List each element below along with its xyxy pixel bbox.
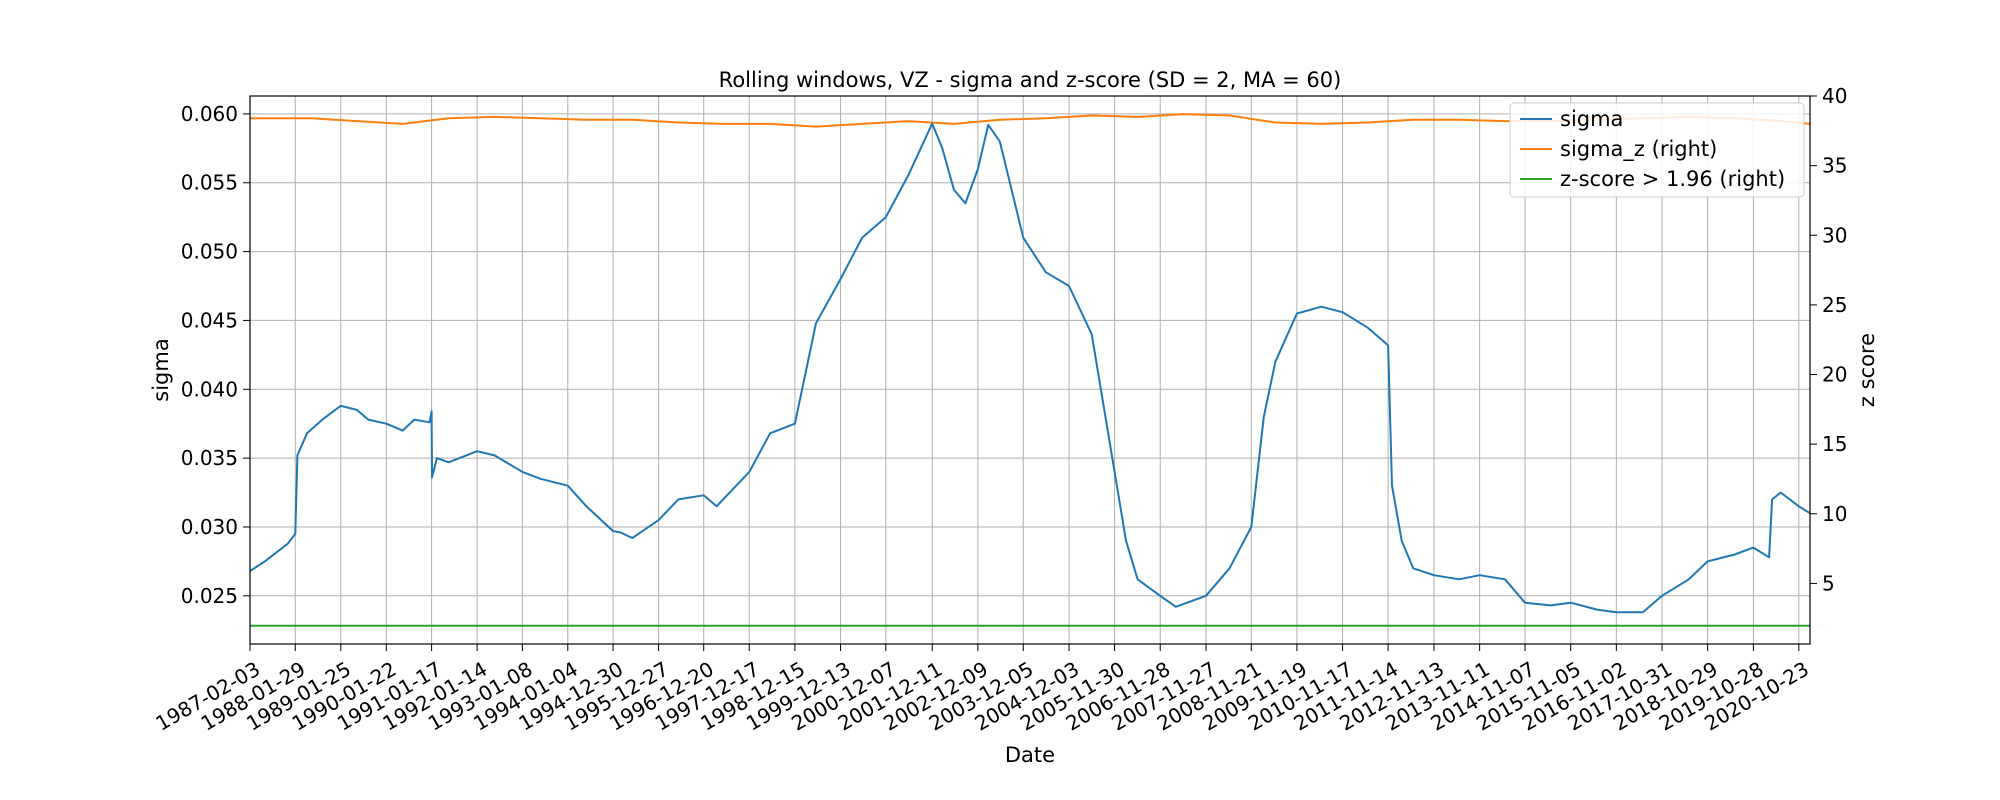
y-tick-label-right: 5 <box>1822 571 1835 595</box>
legend-label-sigma-z: sigma_z (right) <box>1560 137 1717 162</box>
y-tick-label-right: 35 <box>1822 154 1847 178</box>
y-tick-label-left: 0.025 <box>181 584 238 608</box>
legend: sigma sigma_z (right) z-score > 1.96 (ri… <box>1509 102 1805 198</box>
legend-label-z-threshold: z-score > 1.96 (right) <box>1560 167 1785 191</box>
y-axis-title-left: sigma <box>149 338 173 401</box>
y-tick-label-left: 0.040 <box>181 377 238 401</box>
x-axis: 1987-02-031988-01-291989-01-251990-01-22… <box>151 644 1813 736</box>
y-axis-title-right: z score <box>1855 333 1879 407</box>
y-tick-label-left: 0.035 <box>181 446 238 470</box>
legend-label-sigma: sigma <box>1560 107 1623 131</box>
y-tick-label-right: 10 <box>1822 502 1847 526</box>
chart-title: Rolling windows, VZ - sigma and z-score … <box>719 68 1342 92</box>
y-tick-label-left: 0.045 <box>181 308 238 332</box>
x-gridlines <box>249 96 1800 644</box>
y-tick-label-right: 40 <box>1822 84 1847 108</box>
y-tick-label-right: 25 <box>1822 293 1847 317</box>
plot-frame <box>249 95 1811 645</box>
x-axis-title: Date <box>1005 743 1055 767</box>
y-axis-left: 0.025 0.030 0.035 0.040 0.045 0.050 0.055 0.060 <box>181 102 250 608</box>
legend-box <box>1509 102 1805 198</box>
y-tick-label-right: 20 <box>1822 363 1847 387</box>
y-tick-label-left: 0.050 <box>181 240 238 264</box>
y-tick-label-right: 30 <box>1822 223 1847 247</box>
y-axis-right: 5 10 15 20 25 30 35 40 <box>1810 84 1847 595</box>
y-tick-label-right: 15 <box>1822 432 1847 456</box>
y-tick-label-left: 0.055 <box>181 171 238 195</box>
series-line-0 <box>249 122 1811 614</box>
y-tick-label-left: 0.060 <box>181 102 238 126</box>
y-tick-label-left: 0.030 <box>181 515 238 539</box>
